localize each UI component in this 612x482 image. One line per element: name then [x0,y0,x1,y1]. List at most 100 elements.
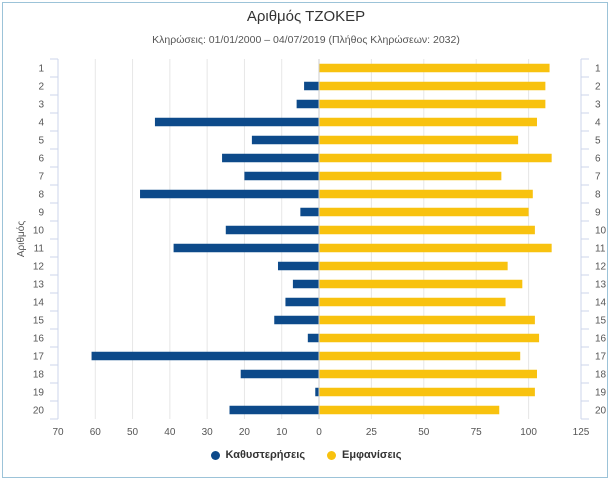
bar-delays[interactable] [251,135,319,145]
bar-appearances[interactable] [319,315,535,325]
category-label-left: 8 [38,190,44,201]
bar-delays[interactable] [285,297,319,307]
legend-label-appearances: Εμφανίσεις [342,449,402,461]
category-label-left: 19 [33,388,45,399]
category-label-right: 8 [595,190,601,201]
bar-appearances[interactable] [319,207,529,217]
category-label-right: 6 [595,154,601,165]
bar-delays[interactable] [315,387,319,397]
legend-label-delays: Καθυστερήσεις [225,449,306,461]
bar-appearances[interactable] [319,135,519,145]
category-label-left: 11 [34,244,45,255]
x-tick-label-left: 40 [164,427,176,438]
bar-appearances[interactable] [319,171,502,181]
bar-appearances[interactable] [319,189,533,199]
legend-item-delays[interactable]: Καθυστερήσεις [210,449,306,461]
bar-appearances[interactable] [319,297,506,307]
category-label-right: 1 [595,64,601,75]
x-tick-label-left: 70 [52,427,64,438]
bar-appearances[interactable] [319,153,552,163]
x-tick-label-left: 60 [90,427,102,438]
category-label-right: 20 [595,406,607,417]
category-label-left: 17 [33,352,45,363]
bar-appearances[interactable] [319,261,508,271]
x-tick-label-left: 0 [316,427,322,438]
category-label-left: 5 [38,136,44,147]
chart-frame [2,2,608,478]
bar-appearances[interactable] [319,81,546,91]
bar-delays[interactable] [307,333,319,343]
category-label-right: 14 [595,298,607,309]
x-tick-label-left: 50 [127,427,139,438]
bar-appearances[interactable] [319,63,550,73]
category-label-right: 3 [595,100,601,111]
category-label-right: 9 [595,208,601,219]
category-label-right: 5 [595,136,601,147]
bar-delays[interactable] [274,315,319,325]
category-label-left: 14 [33,298,45,309]
legend-item-appearances[interactable]: Εμφανίσεις [327,449,401,461]
category-label-left: 18 [33,370,45,381]
bar-delays[interactable] [296,99,319,109]
category-label-left: 4 [38,118,44,129]
bar-delays[interactable] [229,405,319,415]
bar-delays[interactable] [300,207,319,217]
bar-delays[interactable] [222,153,319,163]
category-label-right: 4 [595,118,601,129]
category-label-right: 15 [595,316,607,327]
category-label-right: 16 [595,334,607,345]
x-tick-label-right: 25 [366,427,378,438]
bar-delays[interactable] [244,171,319,181]
x-tick-label-right: 100 [520,427,537,438]
bar-delays[interactable] [292,279,319,289]
bar-delays[interactable] [225,225,319,235]
bar-appearances[interactable] [319,225,535,235]
category-label-right: 2 [595,82,601,93]
bar-appearances[interactable] [319,99,546,109]
category-label-left: 15 [33,316,45,327]
x-tick-label-right: 50 [418,427,430,438]
category-label-right: 13 [595,280,607,291]
legend-marker-delays [210,450,220,460]
category-label-right: 11 [595,244,606,255]
category-label-right: 12 [595,262,607,273]
x-tick-label-left: 20 [239,427,251,438]
legend: Καθυστερήσεις Εμφανίσεις [0,449,612,461]
x-tick-label-left: 10 [276,427,288,438]
category-label-right: 17 [595,352,607,363]
category-label-left: 6 [38,154,44,165]
bar-delays[interactable] [173,243,319,253]
bar-appearances[interactable] [319,117,537,127]
bar-delays[interactable] [154,117,319,127]
bar-appearances[interactable] [319,243,552,253]
bar-delays[interactable] [91,351,319,361]
category-label-left: 3 [38,100,44,111]
x-tick-label-right: 75 [471,427,483,438]
chart-subtitle: Κληρώσεις: 01/01/2000 – 04/07/2019 (Πλήθ… [152,34,460,46]
x-tick-label-right: 125 [573,427,590,438]
bar-delays[interactable] [277,261,319,271]
bar-appearances[interactable] [319,333,540,343]
bar-appearances[interactable] [319,369,537,379]
bar-appearances[interactable] [319,405,500,415]
category-label-left: 16 [33,334,45,345]
category-label-left: 20 [33,406,45,417]
category-label-right: 7 [595,172,601,183]
category-label-right: 18 [595,370,607,381]
category-label-left: 9 [38,208,44,219]
bar-delays[interactable] [240,369,319,379]
category-label-left: 13 [33,280,45,291]
chart-title: Αριθμός ΤΖΟΚΕΡ [246,8,366,25]
bar-delays[interactable] [304,81,319,91]
category-label-right: 19 [595,388,607,399]
bar-delays[interactable] [140,189,319,199]
category-label-left: 10 [33,226,45,237]
bar-appearances[interactable] [319,351,521,361]
category-label-left: 7 [38,172,44,183]
legend-marker-appearances [327,450,337,460]
x-tick-label-left: 30 [202,427,214,438]
category-label-right: 10 [595,226,607,237]
bar-appearances[interactable] [319,279,523,289]
bar-appearances[interactable] [319,387,535,397]
